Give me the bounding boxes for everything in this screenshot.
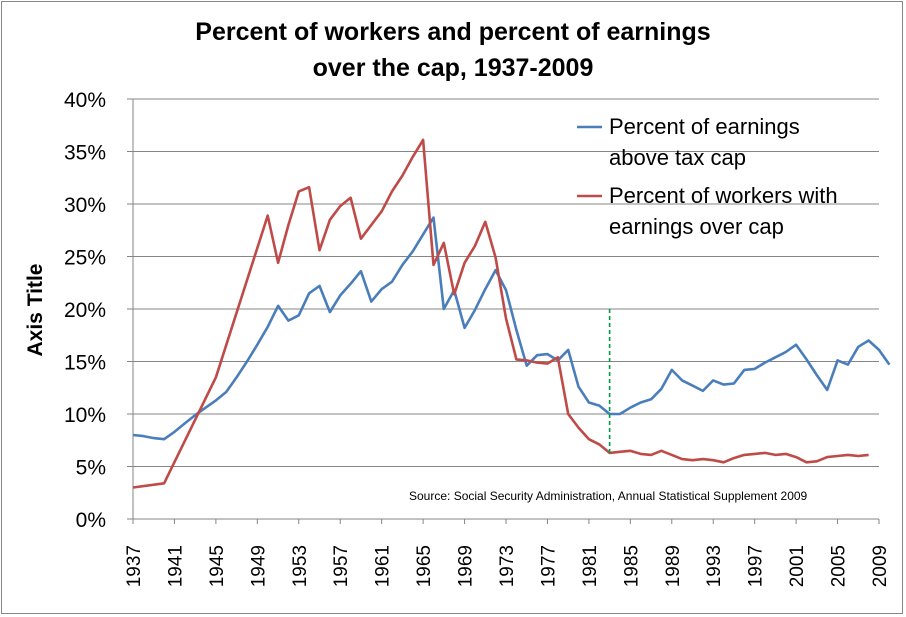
x-tick-label: 1997 [746, 545, 767, 587]
x-tick-label: 1937 [124, 545, 145, 587]
x-tick-label: 1949 [248, 545, 269, 587]
x-tick-label: 1953 [290, 545, 311, 587]
series-line-2 [132, 138, 869, 489]
y-tick-label: 40% [64, 89, 106, 112]
legend-label-1-line-1: Percent of earnings [609, 114, 800, 139]
chart-title: Percent of workers and percent of earnin… [0, 14, 906, 86]
series-line-1 [132, 216, 891, 441]
legend-label-2-line-2: earnings over cap [609, 214, 784, 239]
y-tick-label: 10% [64, 404, 106, 427]
x-tick-label: 2009 [870, 545, 891, 587]
x-tick-label: 2005 [829, 545, 850, 587]
x-tick-label: 1941 [165, 545, 186, 587]
legend: Percent of earnings above tax cap Percent … [577, 114, 838, 239]
chart-title-line-2: over the cap, 1937-2009 [312, 54, 594, 82]
y-tick-label: 30% [64, 194, 106, 217]
y-tick-label: 35% [64, 142, 106, 165]
x-tick-label: 1965 [414, 545, 435, 587]
x-tick-label: 1977 [538, 545, 559, 587]
y-tick-label: 25% [64, 247, 106, 270]
legend-label-2-line-1: Percent of workers with [609, 183, 838, 208]
chart-title-line-1: Percent of workers and percent of earnin… [195, 18, 711, 46]
y-tick-label: 0% [76, 509, 106, 532]
x-axis-ticks: 1937 1941 1945 1949 1953 1957 1961 1965 1969 1973… [124, 519, 891, 587]
y-axis-ticks: 0% 5% 10% 15% 20% 25% 30% 35% 40% [64, 89, 133, 532]
y-tick-label: 15% [64, 352, 106, 375]
x-tick-label: 1945 [207, 545, 228, 587]
x-tick-label: 1973 [497, 545, 518, 587]
x-tick-label: 2001 [787, 545, 808, 587]
x-tick-label: 1969 [456, 545, 477, 587]
series-group [132, 138, 891, 489]
x-tick-label: 1989 [663, 545, 684, 587]
x-tick-label: 1985 [621, 545, 642, 587]
x-tick-label: 1981 [580, 545, 601, 587]
source-note: Source: Social Security Administration, … [409, 489, 808, 503]
x-tick-label: 1957 [331, 545, 352, 587]
y-tick-label: 5% [76, 457, 106, 480]
legend-label-1-line-2: above tax cap [609, 145, 746, 170]
y-tick-label: 20% [64, 299, 106, 322]
gridlines [132, 98, 879, 520]
x-tick-label: 1993 [704, 545, 725, 587]
x-tick-label: 1961 [373, 545, 394, 587]
